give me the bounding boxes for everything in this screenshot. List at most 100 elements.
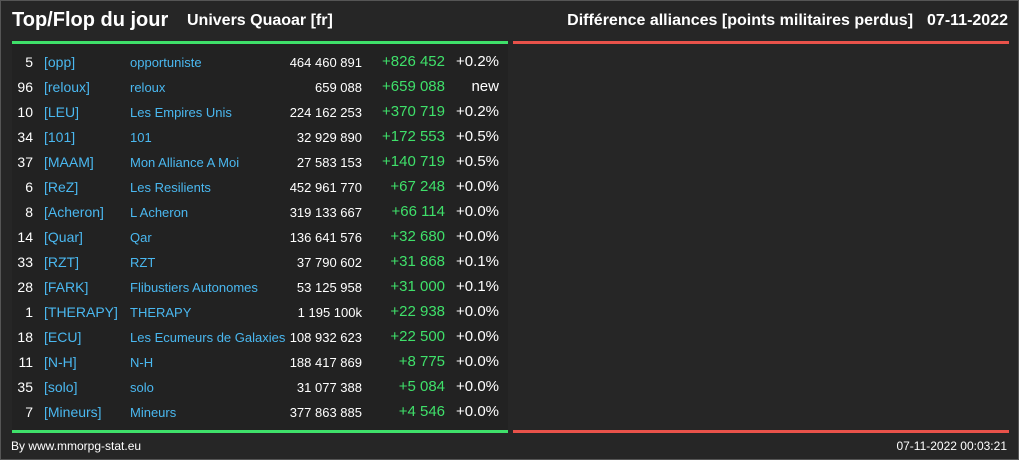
total-points-cell: 464 460 891 xyxy=(289,55,362,70)
alliance-name-link[interactable]: Flibustiers Autonomes xyxy=(130,280,258,295)
table-row: 8 [Acheron] L Acheron 319 133 667 +66 114 +0.… xyxy=(12,201,508,226)
table-row: 96 [reloux] reloux 659 088 +659 088 new xyxy=(12,76,508,101)
total-points-cell: 1 195 100k xyxy=(297,305,362,320)
alliance-tag-link[interactable]: [LEU] xyxy=(44,104,80,120)
percent-cell: +0.0% xyxy=(456,203,499,220)
table-row: 35 [solo] solo 31 077 388 +5 084 +0.0% xyxy=(12,376,508,401)
total-points-cell: 31 077 388 xyxy=(296,380,362,395)
alliance-tag-link[interactable]: [FARK] xyxy=(44,279,89,295)
diff-cell: +22 938 xyxy=(390,303,445,320)
total-points-cell: 377 863 885 xyxy=(289,405,362,420)
alliance-tag-link[interactable]: [reloux] xyxy=(44,79,90,95)
diff-cell: +826 452 xyxy=(382,53,445,70)
alliance-name-link[interactable]: solo xyxy=(130,380,154,395)
rank-cell: 10 xyxy=(17,104,33,120)
rank-cell: 11 xyxy=(18,354,33,370)
table-row: 11 [N-H] N-H 188 417 869 +8 775 +0.0% xyxy=(12,351,508,376)
total-points-cell: 452 961 770 xyxy=(289,180,362,195)
diff-cell: +4 546 xyxy=(398,403,445,420)
total-points-cell: 108 932 623 xyxy=(289,330,362,345)
header-date: 07-11-2022 xyxy=(927,12,1008,29)
percent-cell: +0.0% xyxy=(456,353,499,370)
diff-cell: +140 719 xyxy=(382,153,445,170)
rank-cell: 37 xyxy=(17,154,33,170)
alliance-tag-link[interactable]: [ECU] xyxy=(44,329,82,345)
percent-cell: +0.0% xyxy=(456,378,499,395)
alliance-tag-link[interactable]: [N-H] xyxy=(44,354,77,370)
total-points-cell: 136 641 576 xyxy=(289,230,362,245)
site-credit-link[interactable]: By www.mmorpg-stat.eu xyxy=(11,439,142,453)
alliance-name-link[interactable]: Mineurs xyxy=(130,405,177,420)
rank-cell: 96 xyxy=(17,79,33,95)
alliance-name-link[interactable]: Les Ecumeurs de Galaxies xyxy=(130,330,286,345)
table-row: 33 [RZT] RZT 37 790 602 +31 868 +0.1% xyxy=(12,251,508,276)
alliance-name-link[interactable]: reloux xyxy=(130,80,166,95)
alliance-tag-link[interactable]: [101] xyxy=(44,129,76,145)
ranking-subtitle: Différence alliances [points militaires … xyxy=(567,12,914,29)
diff-cell: +5 084 xyxy=(398,378,445,395)
percent-cell: +0.0% xyxy=(456,303,499,320)
alliance-tag-link[interactable]: [RZT] xyxy=(44,254,79,270)
flop-panel xyxy=(513,41,1009,433)
rank-cell: 7 xyxy=(25,404,33,420)
rank-cell: 5 xyxy=(25,54,33,70)
alliance-name-link[interactable]: N-H xyxy=(130,355,154,370)
table-row: 28 [FARK] Flibustiers Autonomes 53 125 958 +… xyxy=(12,276,508,301)
alliance-name-link[interactable]: 101 xyxy=(130,130,152,145)
top-panel: 5 [opp] opportuniste 464 460 891 +826 452 +0.… xyxy=(12,41,508,433)
alliance-name-link[interactable]: RZT xyxy=(130,255,156,270)
total-points-cell: 53 125 958 xyxy=(296,280,362,295)
alliance-tag-link[interactable]: [THERAPY] xyxy=(44,304,118,320)
diff-cell: +66 114 xyxy=(391,203,445,220)
total-points-cell: 27 583 153 xyxy=(296,155,362,170)
universe-label: Univers Quaoar [fr] xyxy=(187,12,333,29)
percent-cell: +0.0% xyxy=(456,228,499,245)
header: Top/Flop du jour Univers Quaoar [fr] Dif… xyxy=(1,1,1019,41)
alliance-name-link[interactable]: Les Resilients xyxy=(130,180,211,195)
page-title: Top/Flop du jour xyxy=(12,9,169,31)
rank-cell: 8 xyxy=(25,204,33,220)
diff-cell: +31 868 xyxy=(390,253,445,270)
rank-cell: 28 xyxy=(17,279,33,295)
alliance-name-link[interactable]: Qar xyxy=(130,230,152,245)
total-points-cell: 37 790 602 xyxy=(296,255,362,270)
alliance-name-link[interactable]: Mon Alliance A Moi xyxy=(130,155,240,170)
rank-cell: 6 xyxy=(25,179,33,195)
table-row: 18 [ECU] Les Ecumeurs de Galaxies 108 932 6… xyxy=(12,326,508,351)
diff-cell: +22 500 xyxy=(390,328,445,345)
alliance-tag-link[interactable]: [opp] xyxy=(44,54,76,70)
percent-cell: +0.0% xyxy=(456,403,499,420)
rank-cell: 34 xyxy=(17,129,33,145)
total-points-cell: 188 417 869 xyxy=(289,355,362,370)
alliance-tag-link[interactable]: [MAAM] xyxy=(44,154,94,170)
percent-cell: +0.0% xyxy=(456,328,499,345)
alliance-name-link[interactable]: L Acheron xyxy=(130,205,189,220)
alliance-tag-link[interactable]: [Acheron] xyxy=(44,204,104,220)
alliance-tag-link[interactable]: [solo] xyxy=(44,379,78,395)
header-right: Différence alliances [points militaires … xyxy=(567,12,1008,30)
total-points-cell: 224 162 253 xyxy=(289,105,362,120)
total-points-cell: 319 133 667 xyxy=(289,205,362,220)
table-row: 37 [MAAM] Mon Alliance A Moi 27 583 153 +140… xyxy=(12,151,508,176)
alliance-name-link[interactable]: opportuniste xyxy=(130,55,202,70)
rank-cell: 33 xyxy=(17,254,33,270)
percent-cell: +0.2% xyxy=(456,53,499,70)
total-points-cell: 659 088 xyxy=(315,80,362,95)
table-row: 7 [Mineurs] Mineurs 377 863 885 +4 546 +0.0% xyxy=(12,401,508,426)
alliance-name-link[interactable]: Les Empires Unis xyxy=(130,105,232,120)
table-row: 1 [THERAPY] THERAPY 1 195 100k +22 938 +0.0% xyxy=(12,301,508,326)
alliance-tag-link[interactable]: [Mineurs] xyxy=(44,404,102,420)
diff-cell: +32 680 xyxy=(390,228,445,245)
table-row: 34 [101] 101 32 929 890 +172 553 +0.5% xyxy=(12,126,508,151)
percent-cell: new xyxy=(471,78,499,95)
diff-cell: +8 775 xyxy=(398,353,445,370)
table-row: 6 [ReZ] Les Resilients 452 961 770 +67 248 +0… xyxy=(12,176,508,201)
table-row: 10 [LEU] Les Empires Unis 224 162 253 +370 7… xyxy=(12,101,508,126)
generated-timestamp: 07-11-2022 00:03:21 xyxy=(896,439,1007,453)
alliance-tag-link[interactable]: [Quar] xyxy=(44,229,83,245)
alliance-tag-link[interactable]: [ReZ] xyxy=(44,179,79,195)
alliance-name-link[interactable]: THERAPY xyxy=(130,305,192,320)
rank-cell: 35 xyxy=(17,379,33,395)
diff-cell: +31 000 xyxy=(390,278,445,295)
